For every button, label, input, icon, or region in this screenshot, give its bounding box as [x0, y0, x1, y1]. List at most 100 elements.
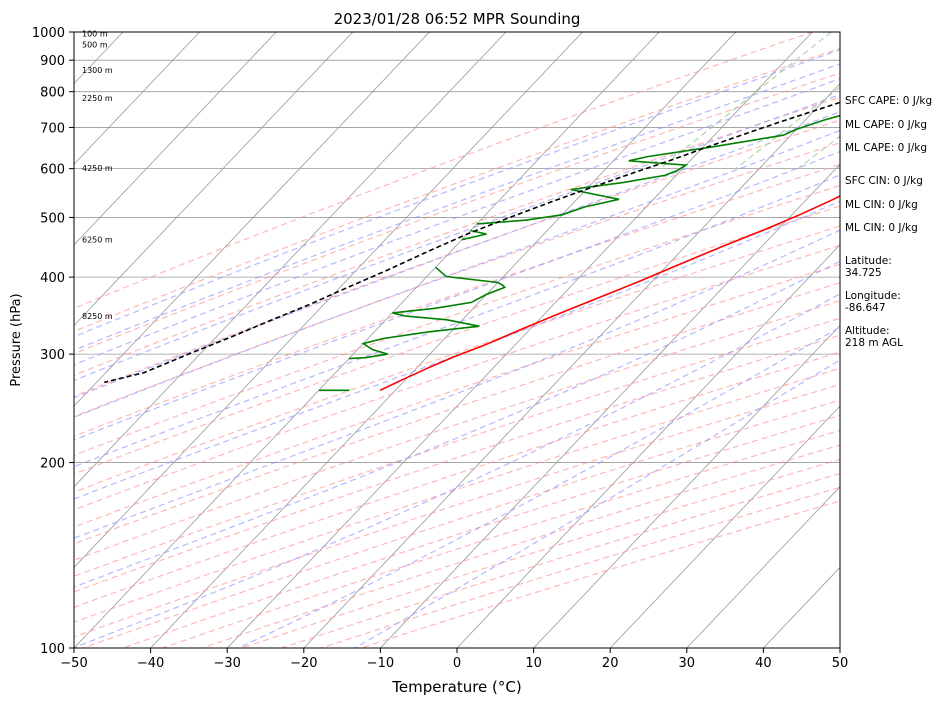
height-label: 500 m	[82, 40, 108, 49]
latitude-value: 34.725	[845, 267, 882, 279]
y-tick-label: 500	[40, 211, 65, 226]
height-label: 4250 m	[82, 164, 113, 173]
moist-adiabat-line	[74, 49, 840, 338]
isotherm-line	[380, 163, 840, 648]
moist-adiabat-line	[74, 200, 840, 500]
moist-adiabat-line	[74, 174, 840, 468]
dry-adiabat-line	[74, 119, 840, 397]
latitude-label: Latitude:	[845, 255, 892, 267]
x-tick-label: −50	[60, 656, 87, 671]
ml-cape-text-2: ML CAPE: 0 J/kg	[845, 142, 928, 154]
height-label: 100 m	[82, 29, 108, 38]
isotherm-line	[74, 32, 354, 327]
isotherm-line	[150, 32, 737, 648]
dry-adiabat-line	[74, 163, 840, 437]
dry-adiabat-line	[74, 317, 840, 577]
y-tick-label: 600	[40, 163, 65, 178]
moist-adiabat-line	[74, 293, 840, 648]
dewpoint-line	[348, 266, 507, 360]
height-label: 8250 m	[82, 312, 113, 321]
dry-adiabat-line	[74, 142, 840, 418]
isotherm-line	[686, 486, 840, 648]
dry-adiabat-line	[74, 205, 840, 475]
moist-adiabat-line	[238, 326, 840, 648]
dry-adiabat-line	[74, 184, 840, 456]
sfc-cape-text: SFC CAPE: 0 J/kg	[845, 95, 933, 107]
y-tick-label: 900	[40, 54, 65, 69]
y-tick-label: 700	[40, 121, 65, 136]
isotherm-line	[303, 82, 840, 648]
moist-adiabat-line	[74, 260, 840, 588]
dry-adiabat-line	[122, 414, 840, 648]
y-tick-label: 1000	[32, 26, 65, 41]
y-axis: 100 200 300 400 500 600 700 800 900 1000	[32, 26, 74, 657]
moist-adiabat-line	[74, 78, 840, 366]
y-tick-label: 400	[40, 271, 65, 286]
dry-adiabat-line	[74, 263, 840, 528]
isotherm-line	[74, 32, 200, 165]
moist-adiabat-line	[74, 150, 840, 441]
dry-adiabat-line	[74, 334, 840, 593]
moist-adiabat-line	[74, 63, 840, 351]
moist-adiabat-line	[74, 93, 840, 382]
dry-adiabat-line	[74, 282, 840, 545]
ml-cin-text: ML CIN: 0 J/kg	[845, 199, 918, 211]
moist-adiabat-line	[74, 229, 840, 539]
chart-title: 2023/01/28 06:52 MPR Sounding	[334, 10, 581, 28]
longitude-label: Longitude:	[845, 290, 901, 302]
mixing-ratio-line	[936, 32, 946, 169]
ml-cape-text: ML CAPE: 0 J/kg	[845, 119, 928, 131]
x-tick-label: −10	[367, 656, 394, 671]
x-tick-label: 40	[755, 656, 772, 671]
longitude-value: -86.647	[845, 302, 886, 314]
y-axis-label: Pressure (hPa)	[9, 293, 24, 386]
moist-adiabat-line	[354, 359, 840, 648]
data-lines	[104, 101, 840, 392]
moist-adiabat-line	[74, 111, 840, 399]
dry-adiabat-line	[74, 225, 840, 493]
isotherm-line	[74, 32, 583, 568]
isotherm-line	[74, 32, 660, 648]
ml-cin-text-2: ML CIN: 0 J/kg	[845, 222, 918, 234]
x-tick-label: 20	[602, 656, 619, 671]
dry-adiabat-line	[74, 47, 840, 333]
isotherm-line	[74, 32, 507, 488]
isotherm-line	[74, 32, 277, 246]
x-tick-label: 30	[679, 656, 696, 671]
altitude-value: 218 m AGL	[845, 337, 903, 349]
parcel-line	[104, 101, 840, 384]
x-tick-label: −40	[137, 656, 164, 671]
altitude-label: Altitude:	[845, 325, 890, 337]
x-tick-label: 50	[832, 656, 849, 671]
height-label: 1300 m	[82, 66, 113, 75]
x-tick-label: 10	[525, 656, 542, 671]
x-tick-label: −20	[290, 656, 317, 671]
y-tick-label: 800	[40, 86, 65, 101]
height-label: 2250 m	[82, 94, 113, 103]
sfc-cin-text: SFC CIN: 0 J/kg	[845, 175, 923, 187]
dry-adiabat-line	[74, 367, 840, 623]
moist-adiabat-line	[74, 129, 840, 418]
height-label: 6250 m	[82, 236, 113, 245]
x-axis-label: Temperature (°C)	[391, 678, 521, 696]
height-labels: 100 m 500 m 1300 m 2250 m 4250 m 6250 m 8250 m	[82, 29, 113, 321]
dry-adiabat-line	[74, 72, 840, 355]
dewpoint-line	[461, 229, 487, 241]
dry-adiabat-line	[74, 32, 815, 309]
x-tick-label: 0	[453, 656, 461, 671]
background-lines	[74, 32, 946, 648]
dry-adiabat-line	[74, 96, 840, 376]
y-tick-label: 200	[40, 457, 65, 472]
x-tick-label: −30	[213, 656, 240, 671]
dry-adiabat-line	[74, 244, 840, 511]
mixing-ratio-line	[659, 32, 832, 170]
isotherm-line	[609, 405, 840, 648]
isotherm-line	[456, 244, 840, 648]
dry-adiabat-line	[74, 351, 840, 608]
y-tick-label: 300	[40, 348, 65, 363]
temperature-line	[379, 195, 840, 392]
x-axis: −50 −40 −30 −20 −10 0 10 20 30 40 50	[60, 648, 848, 671]
dry-adiabat-line	[74, 300, 840, 561]
isotherm-line	[226, 32, 813, 648]
